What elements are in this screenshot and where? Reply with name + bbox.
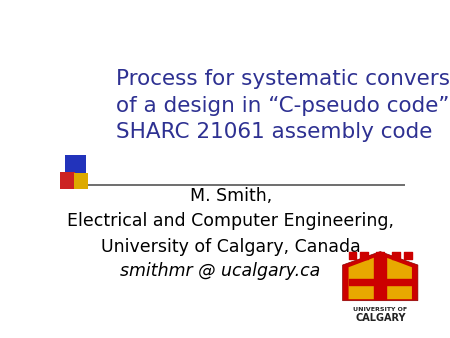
Text: CALGARY: CALGARY <box>355 313 405 323</box>
Bar <box>60 172 76 189</box>
Bar <box>65 155 86 180</box>
Text: M. Smith,
Electrical and Computer Engineering,
University of Calgary, Canada: M. Smith, Electrical and Computer Engine… <box>67 187 394 256</box>
Bar <box>74 173 88 189</box>
Polygon shape <box>342 251 418 301</box>
Text: Process for systematic conversion
of a design in “C-pseudo code” to
SHARC 21061 : Process for systematic conversion of a d… <box>116 69 450 142</box>
Polygon shape <box>349 255 412 299</box>
Text: smithmr @ ucalgary.ca: smithmr @ ucalgary.ca <box>120 262 320 280</box>
Circle shape <box>376 265 384 271</box>
Text: UNIVERSITY OF: UNIVERSITY OF <box>353 307 407 312</box>
